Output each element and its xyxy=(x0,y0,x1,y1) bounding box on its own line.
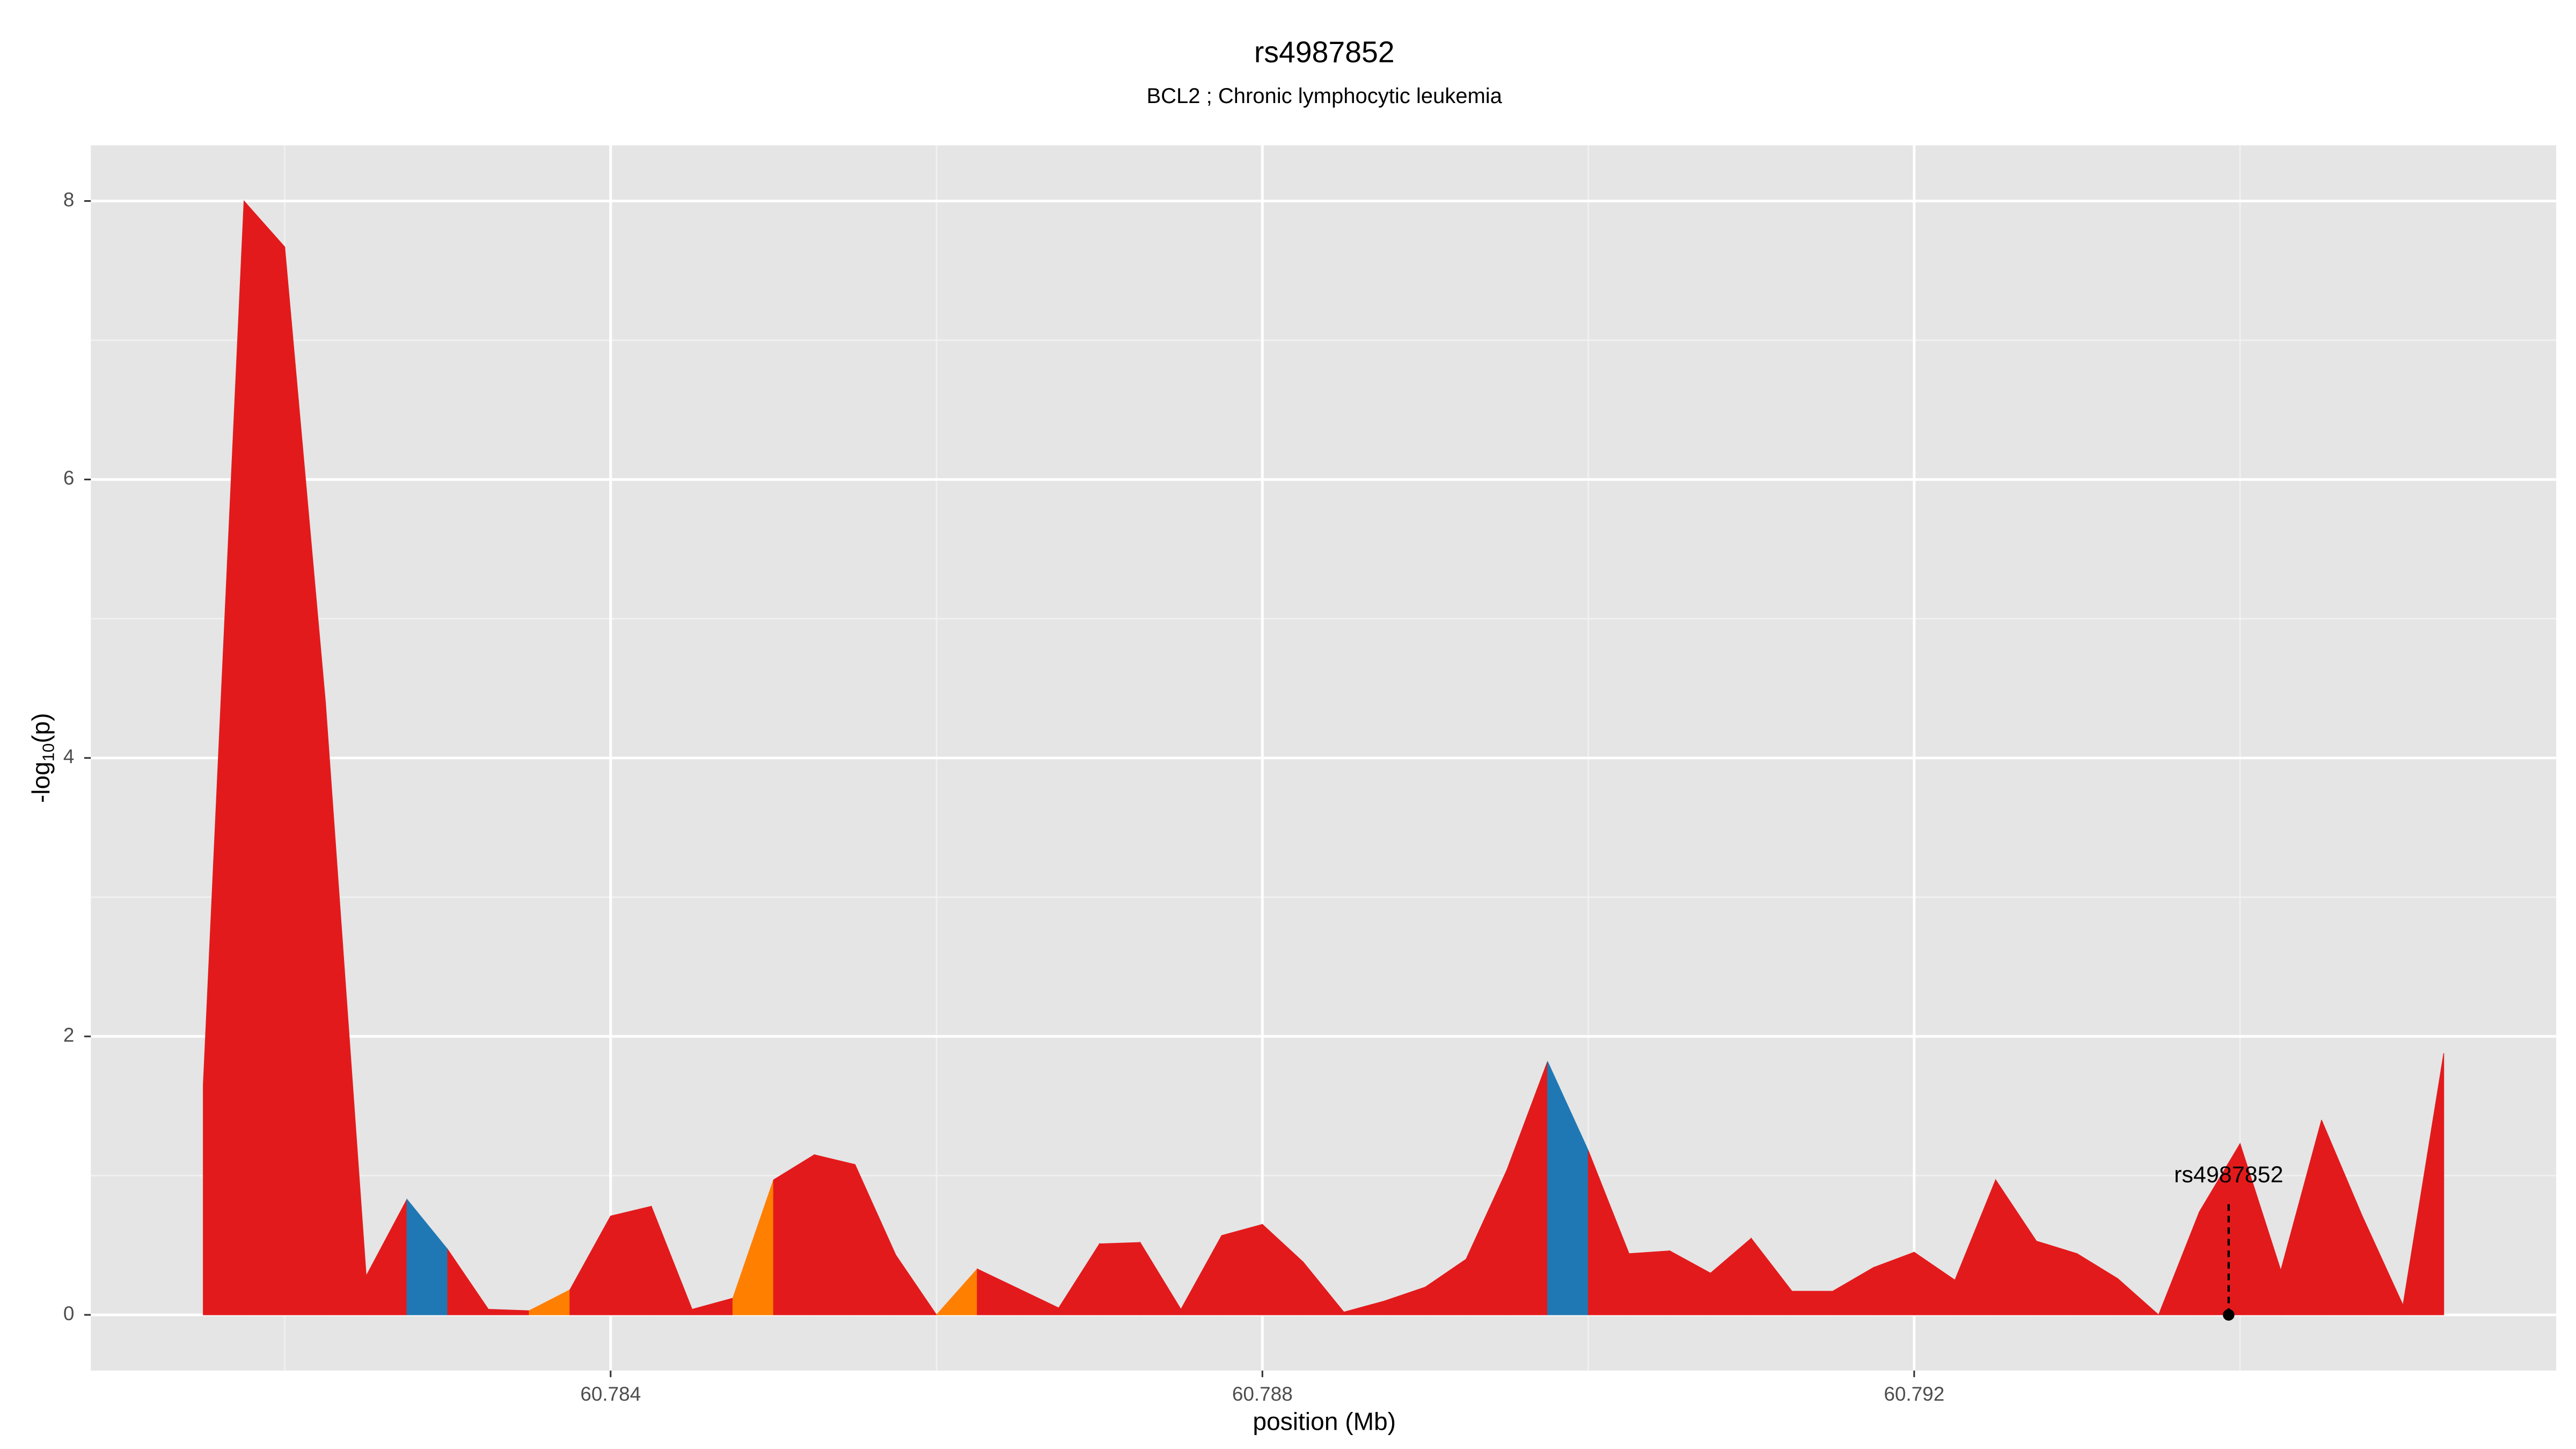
y-label-part: -log xyxy=(27,762,55,803)
annotation-point xyxy=(2223,1309,2235,1321)
axes: 60.784 60.788 60.792 0 2 4 6 8 xyxy=(63,188,1944,1404)
area-segment xyxy=(1791,1291,1833,1315)
area-segment xyxy=(2036,1240,2078,1315)
x-tick-label: 60.792 xyxy=(1884,1383,1944,1405)
y-label-part: (p) xyxy=(27,713,55,743)
y-tick-label: 2 xyxy=(63,1024,75,1046)
chart-title: rs4987852 xyxy=(1254,35,1395,69)
y-tick-label: 4 xyxy=(63,745,75,767)
x-axis-label: position (Mb) xyxy=(1253,1407,1396,1435)
area-segment xyxy=(2403,1053,2445,1315)
y-tick-label: 0 xyxy=(63,1302,75,1324)
area-segment xyxy=(773,1154,815,1315)
area-segment xyxy=(244,200,286,1315)
area-segment xyxy=(2117,1278,2160,1315)
area-segment xyxy=(1099,1242,1141,1315)
x-tick-label: 60.788 xyxy=(1232,1383,1293,1405)
grid xyxy=(91,145,2557,1371)
area-segment xyxy=(610,1205,652,1315)
y-axis-label: -log10(p) xyxy=(27,713,57,803)
area-segment xyxy=(1221,1224,1263,1315)
annotation-label: rs4987852 xyxy=(2174,1162,2284,1188)
marks: rs4987852 xyxy=(203,200,2445,1321)
area-segment xyxy=(895,1254,938,1315)
x-tick-label: 60.784 xyxy=(580,1383,641,1405)
y-label-subscript: 10 xyxy=(39,743,57,762)
y-tick-label: 8 xyxy=(63,188,75,210)
area-segment xyxy=(814,1154,855,1315)
y-tick-label: 6 xyxy=(63,467,75,489)
area-segment xyxy=(1628,1250,1670,1315)
chart-subtitle: BCL2 ; Chronic lymphocytic leukemia xyxy=(1146,84,1502,108)
